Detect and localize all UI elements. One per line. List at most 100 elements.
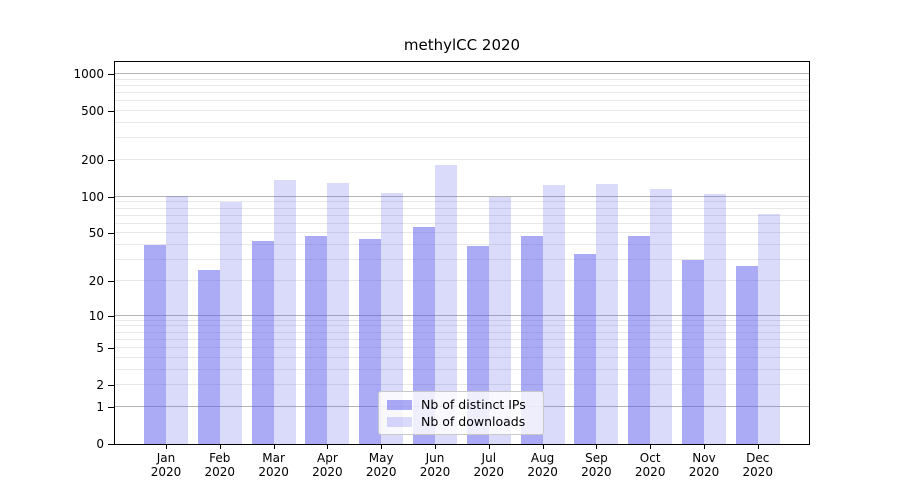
- bar-mar-downloads: [273, 179, 296, 444]
- x-tick-mark: [435, 445, 436, 449]
- bar-sep-distinct-ips: [574, 253, 597, 444]
- x-tick-mark: [757, 445, 759, 449]
- legend-swatch-downloads: [387, 416, 412, 427]
- minor-gridline: [115, 222, 809, 224]
- legend-label-distinct-ips: Nb of distinct IPs: [421, 397, 526, 412]
- bar-oct-distinct-ips: [628, 235, 651, 444]
- minor-gridline: [115, 319, 809, 321]
- minor-gridline: [115, 338, 809, 340]
- x-tick-mark: [327, 445, 329, 449]
- minor-gridline: [115, 214, 809, 216]
- y-tick-mark: [108, 280, 114, 282]
- bar-apr-downloads: [327, 182, 350, 444]
- bar-feb-distinct-ips: [197, 269, 220, 444]
- minor-gridline: [115, 356, 809, 358]
- minor-gridline: [115, 331, 809, 333]
- x-tick-year: 2020: [688, 465, 720, 479]
- legend-item-downloads: Nb of downloads: [387, 414, 535, 429]
- bar-aug-downloads: [542, 184, 565, 444]
- x-tick-month: Aug: [530, 451, 555, 465]
- y-tick-mark: [108, 348, 114, 349]
- major-gridline: [115, 195, 809, 197]
- minor-gridline: [115, 84, 809, 86]
- minor-gridline: [115, 121, 809, 123]
- x-tick-month: Dec: [746, 451, 770, 465]
- x-tick-label: Aug 2020: [527, 451, 558, 479]
- x-tick-label: Dec 2020: [743, 451, 774, 479]
- bar-sep-downloads: [596, 183, 619, 444]
- x-tick-year: 2020: [742, 465, 774, 479]
- x-tick-label: Feb 2020: [205, 451, 236, 479]
- minor-gridline: [115, 158, 809, 160]
- x-tick-year: 2020: [527, 465, 558, 479]
- minor-gridline: [115, 325, 809, 327]
- minor-gridline: [115, 259, 809, 261]
- x-tick-month: Jun: [425, 451, 445, 465]
- minor-gridline: [115, 368, 809, 370]
- y-tick-label: 5: [96, 341, 104, 355]
- x-tick-mark: [596, 445, 598, 449]
- x-tick-year: 2020: [419, 465, 451, 479]
- bar-mar-distinct-ips: [251, 241, 274, 444]
- x-tick-label: Jul 2020: [474, 451, 505, 479]
- legend: Nb of distinct IPs Nb of downloads: [378, 391, 544, 435]
- x-tick-year: 2020: [581, 465, 612, 479]
- legend-label-downloads: Nb of downloads: [421, 414, 526, 429]
- x-tick-year: 2020: [365, 465, 397, 479]
- bar-jun-distinct-ips: [413, 226, 435, 444]
- minor-gridline: [115, 110, 809, 111]
- y-tick-label: 2: [96, 378, 104, 393]
- y-tick-label: 20: [88, 273, 104, 288]
- bar-dec-distinct-ips: [735, 265, 758, 444]
- bar-jan-distinct-ips: [144, 245, 166, 444]
- x-tick-label: Jan 2020: [151, 451, 182, 479]
- x-tick-mark: [704, 445, 705, 449]
- bar-dec-downloads: [757, 213, 780, 444]
- minor-gridline: [115, 207, 809, 209]
- bar-nov-distinct-ips: [682, 260, 704, 444]
- x-tick-month: Oct: [639, 451, 661, 465]
- legend-swatch-distinct-ips: [387, 399, 412, 410]
- y-tick-label: 10: [88, 308, 104, 323]
- minor-gridline: [115, 201, 809, 203]
- bar-jul-downloads: [488, 196, 511, 444]
- x-tick-month: Nov: [692, 451, 716, 465]
- x-tick-mark: [542, 445, 544, 449]
- y-tick-mark: [108, 406, 114, 408]
- minor-gridline: [115, 232, 809, 234]
- x-tick-year: 2020: [258, 465, 289, 479]
- minor-gridline: [115, 92, 809, 93]
- minor-gridline: [115, 279, 809, 281]
- bar-may-downloads: [381, 192, 404, 444]
- x-tick-month: Jul: [481, 451, 497, 465]
- x-tick-mark: [488, 445, 490, 449]
- x-tick-month: Apr: [317, 451, 338, 465]
- minor-gridline: [115, 384, 809, 386]
- x-tick-month: Sep: [585, 451, 608, 465]
- bar-nov-downloads: [704, 194, 726, 444]
- x-tick-mark: [650, 445, 652, 449]
- x-tick-label: Nov 2020: [689, 451, 720, 479]
- major-gridline: [115, 72, 809, 74]
- minor-gridline: [115, 244, 809, 246]
- x-tick-year: 2020: [204, 465, 236, 479]
- x-tick-mark: [381, 445, 383, 449]
- x-tick-year: 2020: [473, 465, 505, 479]
- x-tick-mark: [273, 445, 275, 449]
- y-tick-mark: [108, 385, 114, 387]
- minor-gridline: [115, 100, 809, 102]
- y-tick-mark: [108, 315, 114, 317]
- x-tick-mark: [166, 445, 167, 449]
- minor-gridline: [115, 78, 809, 80]
- legend-item-distinct-ips: Nb of distinct IPs: [387, 397, 535, 412]
- x-tick-month: Jan: [156, 451, 176, 465]
- plot-area: Nb of distinct IPs Nb of downloads: [114, 61, 810, 445]
- y-tick-mark: [108, 159, 114, 161]
- y-tick-mark: [108, 444, 114, 445]
- minor-gridline: [115, 347, 809, 348]
- bar-feb-downloads: [219, 202, 242, 444]
- bar-jan-downloads: [166, 196, 188, 444]
- x-tick-label: Sep 2020: [581, 451, 612, 479]
- major-gridline: [115, 314, 809, 316]
